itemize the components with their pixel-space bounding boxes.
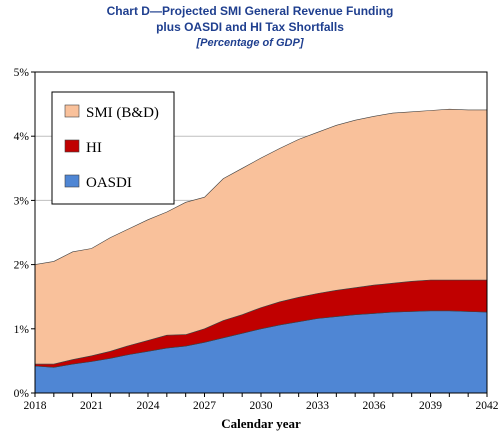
legend-swatch-smi-b-d (64, 104, 80, 118)
y-tick-label: 5% (14, 67, 30, 79)
x-tick-label: 2033 (306, 400, 329, 412)
legend-label-oasdi: OASDI (86, 175, 132, 191)
y-tick-label: 2% (14, 260, 30, 272)
legend-label-smi-b-d: SMI (B&D) (86, 105, 159, 121)
x-tick-label: 2024 (137, 400, 160, 412)
chart-units-note: [Percentage of GDP] (196, 37, 304, 49)
legend-swatch-oasdi (64, 174, 80, 188)
legend: SMI (B&D) HI OASDI (51, 91, 175, 205)
chart-subtitle: plus OASDI and HI Tax Shortfalls (156, 20, 344, 34)
y-tick-label: 0% (14, 388, 30, 400)
y-tick-label: 4% (14, 131, 30, 143)
x-tick-label: 2039 (419, 400, 442, 412)
x-tick-label: 2042 (476, 400, 499, 412)
x-tick-label: 2030 (250, 400, 273, 412)
chart-title-block: Chart D—Projected SMI General Revenue Fu… (0, 3, 500, 51)
y-tick-label: 3% (14, 195, 30, 207)
legend-swatch-hi (64, 139, 80, 153)
x-tick-label: 2036 (363, 400, 386, 412)
x-tick-label: 2018 (24, 400, 47, 412)
x-tick-label: 2021 (80, 400, 103, 412)
y-tick-label: 1% (14, 324, 30, 336)
x-axis-title: Calendar year (221, 416, 301, 431)
x-tick-label: 2027 (193, 400, 216, 412)
chart-title: Chart D—Projected SMI General Revenue Fu… (106, 4, 394, 18)
legend-label-hi: HI (86, 140, 102, 156)
